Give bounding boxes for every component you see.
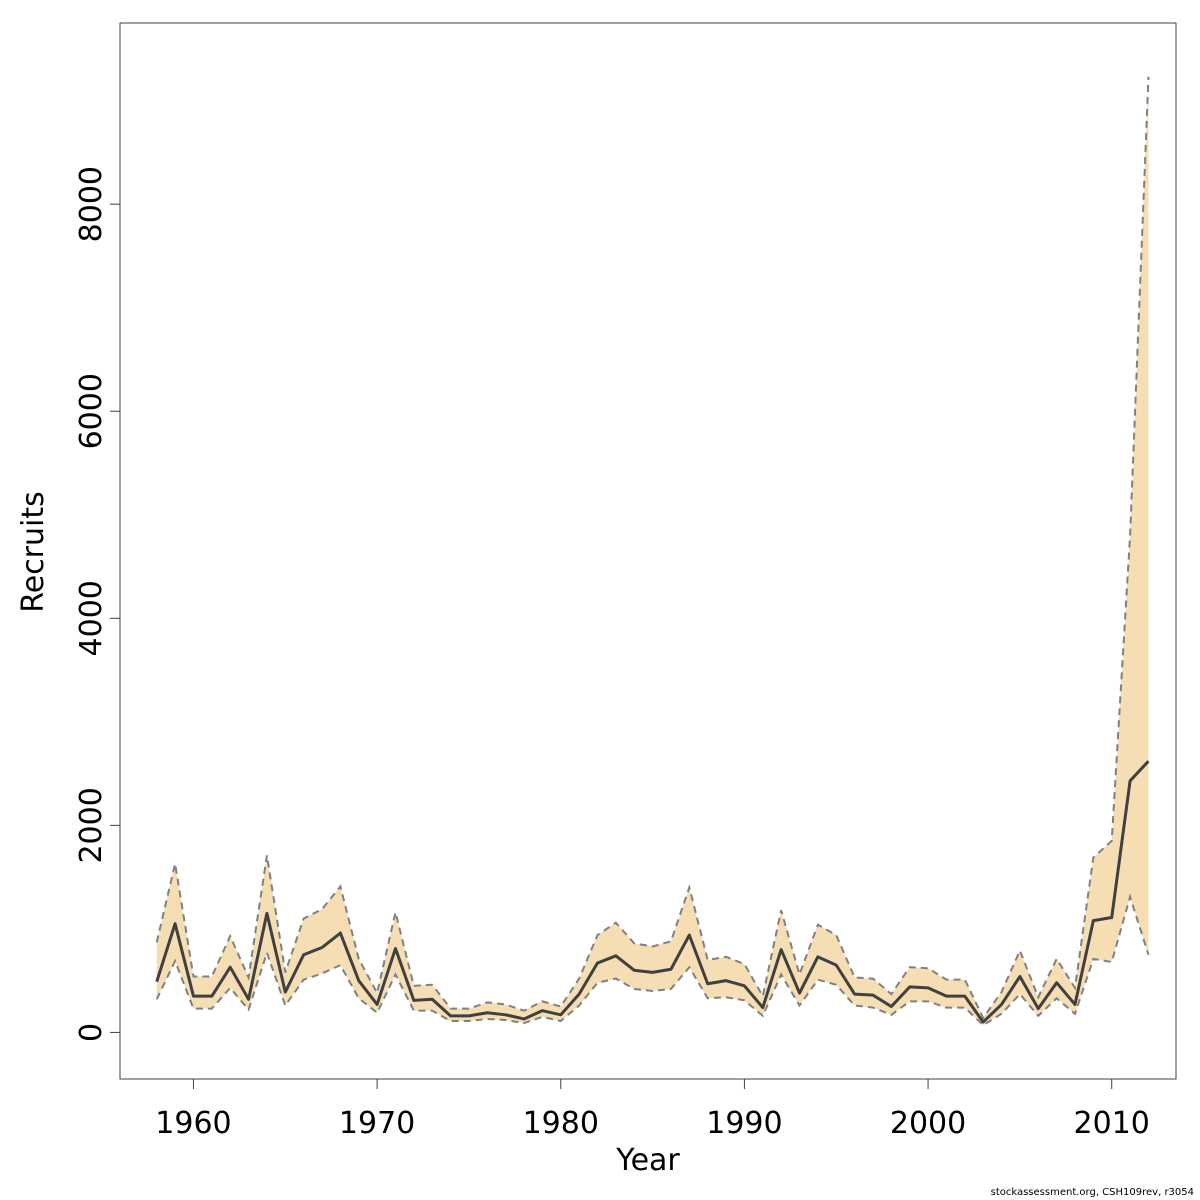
credit-text: stockassessment.org, CSH109rev, r3054 bbox=[990, 1187, 1194, 1198]
x-tick-label: 1960 bbox=[155, 1106, 231, 1141]
y-axis: 0 2000 4000 6000 8000 bbox=[74, 166, 121, 1042]
x-axis-title: Year bbox=[615, 1143, 680, 1178]
y-tick-label: 4000 bbox=[74, 580, 109, 656]
x-axis: 1960 1970 1980 1990 2000 2010 bbox=[155, 1078, 1150, 1141]
x-tick-label: 2000 bbox=[890, 1106, 966, 1141]
x-tick-label: 1990 bbox=[706, 1106, 782, 1141]
estimate-line bbox=[155, 760, 1150, 1024]
lower-bound-line bbox=[155, 893, 1150, 1027]
y-axis-title: Recruits bbox=[16, 491, 51, 613]
x-tick-label: 1970 bbox=[339, 1106, 415, 1141]
y-tick-label: 8000 bbox=[74, 166, 109, 242]
y-tick-label: 0 bbox=[74, 1023, 109, 1042]
upper-bound-line bbox=[155, 76, 1150, 1020]
y-tick-label: 2000 bbox=[74, 787, 109, 863]
y-tick-label: 6000 bbox=[74, 373, 109, 449]
x-tick-label: 2010 bbox=[1074, 1106, 1150, 1141]
x-tick-label: 1980 bbox=[523, 1106, 599, 1141]
